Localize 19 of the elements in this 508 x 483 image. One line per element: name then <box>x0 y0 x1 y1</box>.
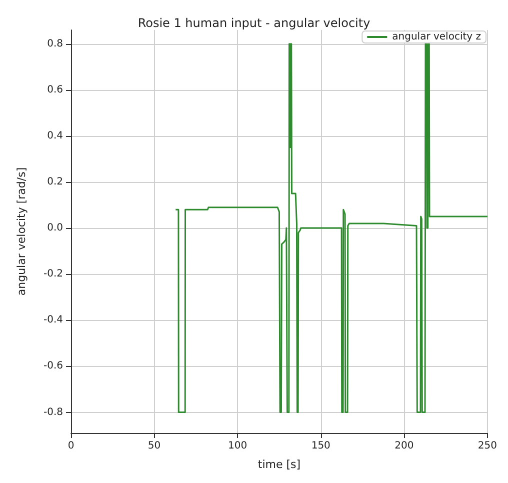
x-axis-title: time [s] <box>258 458 301 471</box>
y-axis-title: angular velocity [rad/s] <box>15 167 28 296</box>
y-tick-label: 0.4 <box>47 130 63 142</box>
x-tick-label: 50 <box>148 440 161 452</box>
x-tick-label: 250 <box>478 440 498 452</box>
x-tick-label: 200 <box>394 440 414 452</box>
chart-title: Rosie 1 human input - angular velocity <box>138 16 370 30</box>
y-tick-label: -0.8 <box>43 406 63 418</box>
y-tick-label: 0.6 <box>47 84 63 96</box>
x-tick-label: 0 <box>68 440 74 452</box>
legend-label: angular velocity z <box>392 32 481 42</box>
y-tick-label: 0.8 <box>47 38 63 50</box>
x-tick-label: 150 <box>311 440 330 452</box>
x-tick-label: 100 <box>228 440 248 452</box>
y-tick-label: -0.6 <box>43 360 63 372</box>
y-tick-label: -0.2 <box>43 268 63 280</box>
y-tick-label: 0.2 <box>47 176 63 188</box>
y-tick-label: 0.0 <box>47 222 63 234</box>
y-tick-label: -0.4 <box>43 314 63 326</box>
